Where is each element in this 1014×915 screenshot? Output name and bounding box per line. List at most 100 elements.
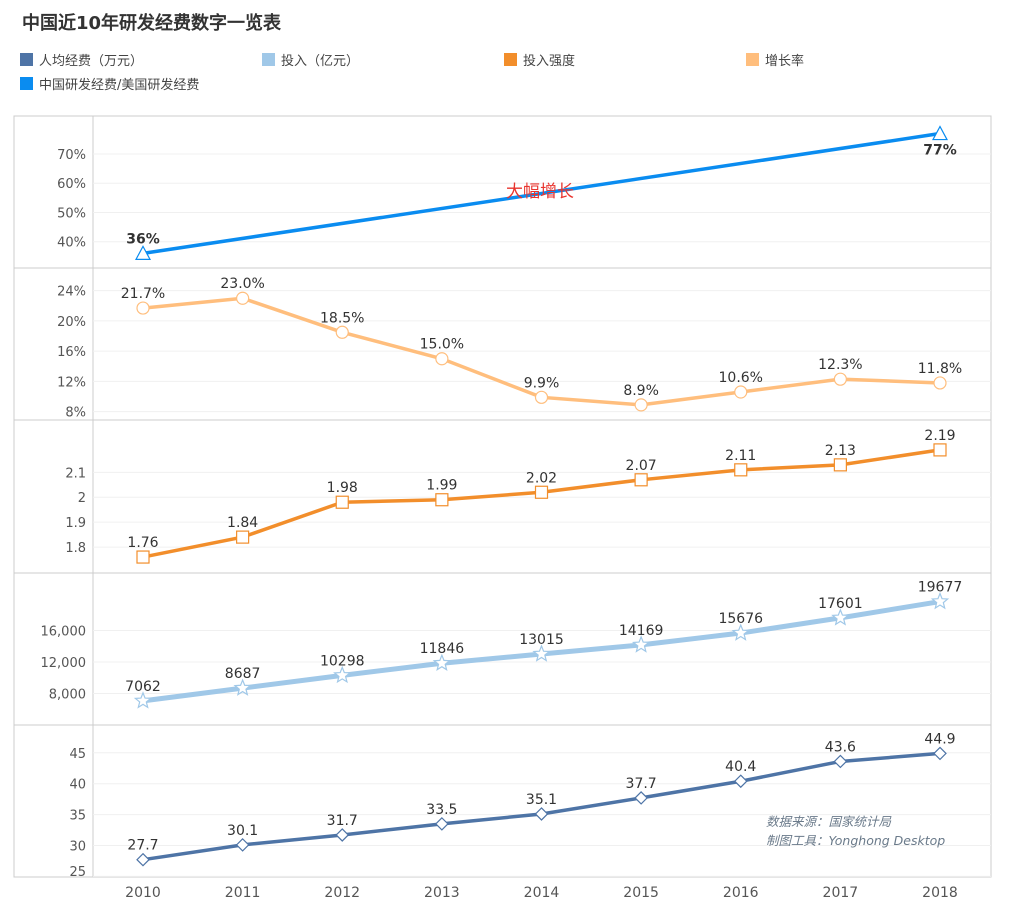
x-tick-label: 2011 bbox=[225, 885, 261, 901]
data-label: 37.7 bbox=[626, 776, 657, 792]
data-point bbox=[931, 125, 949, 141]
data-label: 31.7 bbox=[327, 813, 358, 829]
data-point bbox=[831, 608, 850, 626]
legend-item[interactable]: 增长率 bbox=[746, 50, 804, 69]
x-tick-label: 2017 bbox=[823, 885, 859, 901]
y-tick-label: 12% bbox=[57, 375, 86, 390]
data-point bbox=[435, 493, 449, 507]
data-label: 8.9% bbox=[623, 383, 659, 399]
data-label: 23.0% bbox=[220, 276, 264, 292]
data-point bbox=[634, 398, 648, 412]
data-point bbox=[136, 301, 150, 315]
data-point bbox=[930, 591, 950, 610]
data-label: 9.9% bbox=[524, 375, 560, 391]
legend-item[interactable]: 人均经费（万元） bbox=[20, 50, 143, 69]
data-label: 2.13 bbox=[825, 443, 856, 459]
x-tick-label: 2018 bbox=[922, 885, 958, 901]
data-point bbox=[134, 245, 152, 260]
y-tick-label: 16,000 bbox=[41, 624, 87, 639]
legend-swatch bbox=[504, 53, 517, 66]
legend-item[interactable]: 中国研发经费/美国研发经费 bbox=[20, 74, 199, 93]
data-point bbox=[432, 653, 452, 671]
x-tick-label: 2010 bbox=[125, 885, 161, 901]
data-point bbox=[236, 530, 250, 544]
data-point bbox=[233, 678, 252, 696]
data-point bbox=[731, 623, 750, 641]
data-label: 44.9 bbox=[924, 731, 955, 747]
data-label: 2.07 bbox=[626, 458, 657, 474]
legend-label: 投入强度 bbox=[523, 54, 576, 69]
data-label: 21.7% bbox=[121, 286, 165, 302]
data-point bbox=[631, 635, 651, 653]
data-label: 7062 bbox=[125, 679, 161, 695]
y-tick-label: 40% bbox=[57, 236, 86, 251]
y-tick-label: 24% bbox=[57, 285, 86, 300]
y-tick-label: 35 bbox=[69, 809, 86, 824]
data-point bbox=[933, 376, 947, 390]
source-note: 数据来源：国家统计局 bbox=[766, 814, 892, 829]
data-label: 12.3% bbox=[818, 357, 862, 373]
x-tick-label: 2013 bbox=[424, 885, 460, 901]
y-tick-label: 2.1 bbox=[65, 466, 86, 481]
data-point bbox=[236, 291, 250, 305]
data-point bbox=[534, 807, 549, 821]
data-point bbox=[532, 644, 551, 662]
legend-item[interactable]: 投入强度 bbox=[504, 50, 575, 69]
y-tick-label: 1.8 bbox=[65, 541, 86, 556]
data-label: 1.98 bbox=[327, 480, 358, 496]
data-label: 19677 bbox=[918, 580, 963, 596]
y-tick-label: 30 bbox=[69, 839, 86, 854]
legend-label: 人均经费（万元） bbox=[39, 54, 144, 69]
data-label: 11.8% bbox=[918, 361, 962, 377]
data-point bbox=[235, 838, 250, 852]
data-point bbox=[133, 691, 153, 709]
x-tick-label: 2012 bbox=[324, 885, 360, 901]
data-point bbox=[634, 473, 648, 487]
data-point bbox=[435, 817, 449, 831]
legend-swatch bbox=[746, 53, 759, 66]
data-label: 27.7 bbox=[127, 838, 158, 854]
data-label: 1.99 bbox=[426, 478, 457, 494]
data-label: 1.84 bbox=[227, 515, 258, 531]
y-tick-label: 20% bbox=[57, 315, 86, 330]
data-point bbox=[136, 550, 150, 564]
data-label: 11846 bbox=[420, 641, 465, 657]
data-point bbox=[933, 746, 947, 761]
data-label: 35.1 bbox=[526, 792, 557, 808]
data-label: 36% bbox=[126, 231, 160, 247]
data-point bbox=[335, 325, 349, 339]
data-point bbox=[734, 463, 748, 477]
tool-note: 制图工具：Yonghong Desktop bbox=[766, 833, 946, 848]
data-label: 2.02 bbox=[526, 470, 557, 486]
legend-label: 投入（亿元） bbox=[281, 54, 360, 69]
data-point bbox=[833, 372, 847, 386]
data-label: 17601 bbox=[818, 596, 863, 612]
data-point bbox=[534, 390, 549, 404]
legend-swatch bbox=[262, 53, 275, 66]
data-point bbox=[335, 495, 349, 509]
legend-swatch bbox=[20, 77, 33, 90]
data-label: 18.5% bbox=[320, 310, 364, 326]
data-point bbox=[534, 485, 549, 499]
data-label: 1.76 bbox=[127, 535, 158, 551]
series-line bbox=[142, 131, 941, 256]
y-tick-label: 8% bbox=[65, 406, 86, 421]
data-point bbox=[335, 828, 350, 842]
chart-border bbox=[13, 115, 992, 878]
data-label: 2.19 bbox=[924, 428, 955, 444]
data-label: 13015 bbox=[519, 632, 564, 648]
data-point bbox=[435, 352, 449, 366]
data-label: 77% bbox=[923, 143, 957, 159]
data-point bbox=[136, 852, 150, 867]
data-label: 43.6 bbox=[825, 739, 856, 755]
y-tick-label: 8,000 bbox=[49, 687, 86, 702]
legend-item[interactable]: 投入（亿元） bbox=[262, 50, 359, 69]
data-label: 40.4 bbox=[725, 759, 756, 775]
data-point bbox=[933, 443, 947, 457]
data-label: 10298 bbox=[320, 653, 365, 669]
data-point bbox=[734, 385, 748, 399]
data-label: 14169 bbox=[619, 623, 664, 639]
data-label: 33.5 bbox=[426, 802, 457, 818]
